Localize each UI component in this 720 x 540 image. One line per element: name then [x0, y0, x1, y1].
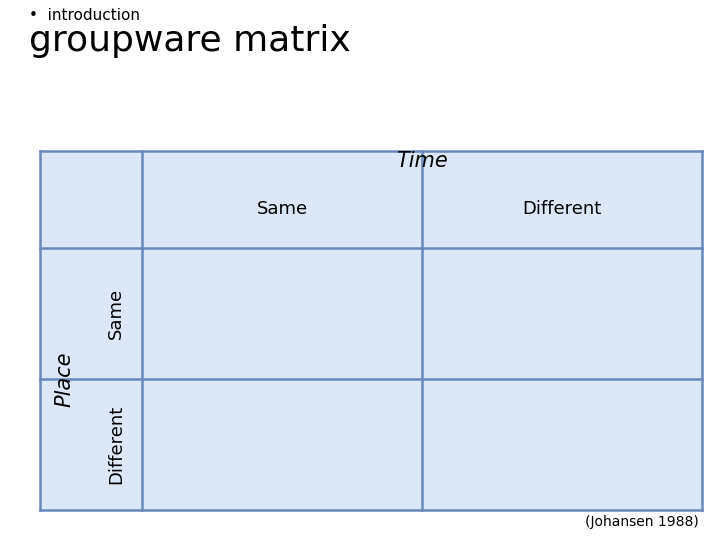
Text: groupware matrix: groupware matrix	[29, 24, 351, 58]
Text: •  introduction: • introduction	[29, 8, 140, 23]
Text: Time: Time	[396, 151, 448, 171]
Text: (Johansen 1988): (Johansen 1988)	[585, 515, 698, 529]
Text: Different: Different	[523, 200, 602, 218]
Text: Same: Same	[256, 200, 307, 218]
Text: Same: Same	[107, 288, 125, 339]
Text: Different: Different	[107, 405, 125, 484]
Bar	[40, 151, 702, 510]
Text: Place: Place	[55, 352, 74, 407]
